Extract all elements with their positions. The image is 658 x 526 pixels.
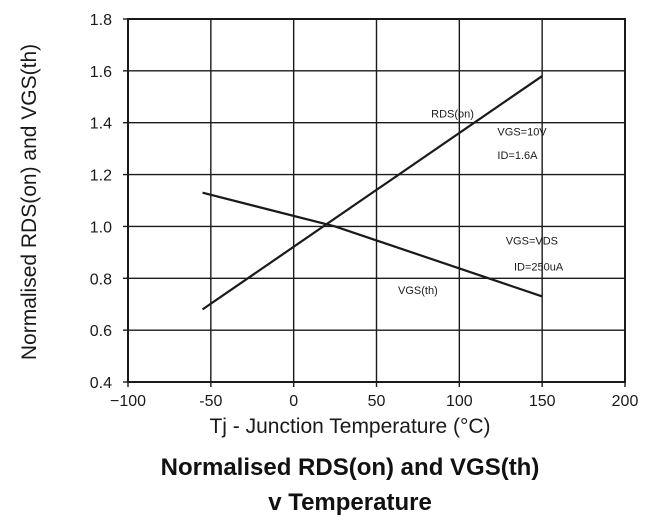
annotation-label: ID=250uA xyxy=(514,262,564,274)
annotation-label: VGS=10V xyxy=(497,127,547,139)
y-tick-label: 1.4 xyxy=(90,116,112,133)
x-tick-label: 50 xyxy=(368,393,386,410)
y-tick-label: 1.2 xyxy=(90,168,112,185)
x-tick-label: 150 xyxy=(529,393,556,410)
series-group xyxy=(201,75,543,311)
x-tick-label: 0 xyxy=(289,393,298,410)
series-line-rds-on xyxy=(201,75,543,311)
annotation-label: RDS(on) xyxy=(431,109,474,121)
y-tick-label: 0.4 xyxy=(90,375,112,392)
y-axis-title: Normalised RDS(on) and VGS(th) xyxy=(18,44,41,360)
plot-frame xyxy=(123,18,626,387)
y-tick-label: 0.6 xyxy=(90,323,112,340)
y-tick-label: 0.8 xyxy=(90,271,112,288)
x-tick-label: -50 xyxy=(199,393,222,410)
x-tick-label: 100 xyxy=(446,393,473,410)
x-tick-label: 200 xyxy=(612,393,639,410)
annotation-label: VGS(th) xyxy=(398,285,438,297)
y-tick-label: 1.8 xyxy=(90,12,112,29)
y-tick-label: 1.0 xyxy=(90,219,112,236)
chart-title-line-2: v Temperature xyxy=(268,489,432,516)
grid xyxy=(128,19,625,382)
chart-title-line-1: Normalised RDS(on) and VGS(th) xyxy=(161,454,540,481)
x-tick-label: −100 xyxy=(110,393,146,410)
x-axis-title: Tj - Junction Temperature (°C) xyxy=(209,415,490,438)
annotation-label: ID=1.6A xyxy=(497,150,538,162)
series-line-vgs-th xyxy=(202,191,543,298)
y-tick-label: 1.6 xyxy=(90,64,112,81)
annotations: RDS(on) VGS=10V ID=1.6A VGS=VDS ID=250uA VGS(… xyxy=(398,109,564,297)
annotation-label: VGS=VDS xyxy=(506,236,558,248)
x-tick-labels: −100 -50 0 50 100 150 200 xyxy=(110,393,638,410)
y-tick-labels: 0.4 0.6 0.8 1.0 1.2 1.4 1.6 1.8 xyxy=(90,12,112,392)
